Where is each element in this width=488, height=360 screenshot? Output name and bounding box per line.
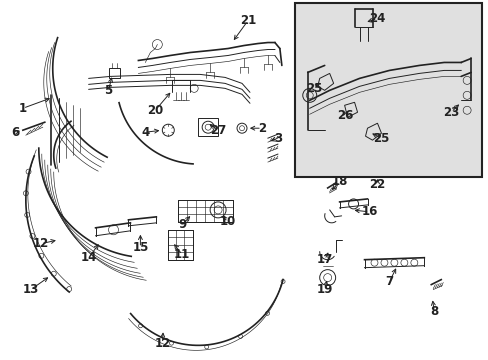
Text: 12: 12 (154, 337, 170, 350)
Text: 14: 14 (80, 251, 97, 264)
Text: 12: 12 (33, 237, 49, 250)
Text: 26: 26 (337, 109, 353, 122)
Text: 23: 23 (442, 106, 458, 119)
Text: 16: 16 (361, 205, 377, 219)
Text: 7: 7 (385, 275, 393, 288)
Text: 9: 9 (178, 218, 186, 231)
Text: 13: 13 (22, 283, 39, 296)
Text: 20: 20 (147, 104, 163, 117)
Text: 4: 4 (141, 126, 149, 139)
Text: 22: 22 (368, 179, 385, 192)
Text: 27: 27 (209, 124, 226, 137)
Text: 10: 10 (220, 215, 236, 228)
Text: 5: 5 (104, 84, 112, 97)
Text: 6: 6 (11, 126, 19, 139)
Text: 2: 2 (257, 122, 265, 135)
Text: 21: 21 (240, 14, 256, 27)
Text: 18: 18 (331, 175, 347, 189)
Text: 15: 15 (132, 241, 148, 254)
Text: 17: 17 (316, 253, 332, 266)
FancyBboxPatch shape (294, 3, 481, 177)
Text: 11: 11 (174, 248, 190, 261)
Text: 1: 1 (19, 102, 27, 115)
Text: 24: 24 (368, 12, 385, 25)
Text: 19: 19 (316, 283, 332, 296)
Text: 3: 3 (273, 132, 282, 145)
Text: 8: 8 (429, 305, 438, 318)
Text: 25: 25 (306, 82, 322, 95)
Text: 25: 25 (372, 132, 389, 145)
